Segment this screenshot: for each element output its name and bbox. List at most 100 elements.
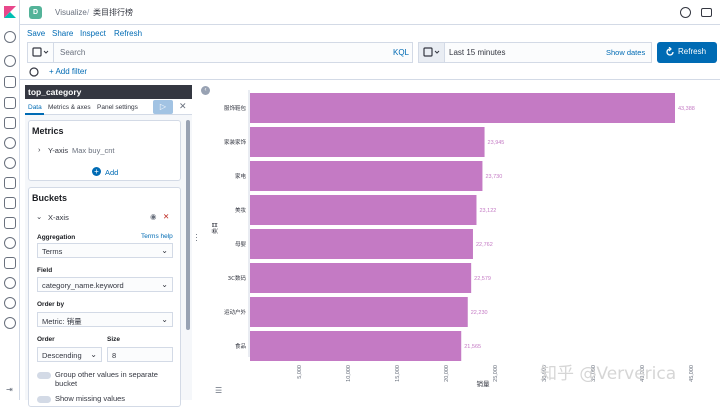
add-metric-icon[interactable]: +	[92, 167, 101, 176]
order-by-value: Metric: 销量	[42, 317, 82, 326]
siem-icon[interactable]	[4, 257, 16, 269]
save-link[interactable]: Save	[27, 29, 46, 38]
refresh-link[interactable]: Refresh	[114, 29, 143, 38]
bar-value-label: 23,730	[485, 174, 502, 180]
legend-toggle-icon[interactable]: ☰	[215, 386, 223, 395]
kql-toggle[interactable]: KQL	[393, 48, 410, 57]
index-pattern-title: top_category	[25, 85, 192, 99]
recent-icon[interactable]	[4, 31, 16, 43]
remove-bucket-icon[interactable]: ✕	[163, 212, 170, 221]
refresh-button[interactable]: Refresh	[657, 42, 717, 63]
dashboard-icon[interactable]	[4, 97, 16, 109]
order-by-select[interactable]: Metric: 销量 ⌄	[37, 312, 173, 327]
collapse-nav-icon[interactable]: ⇥	[6, 385, 13, 394]
search-input[interactable]	[56, 43, 386, 62]
size-label: Size	[107, 336, 121, 343]
expand-chevron-icon[interactable]: ›	[38, 145, 41, 154]
visualize-icon[interactable]	[4, 76, 16, 88]
order-select[interactable]: Descending ⌄	[37, 347, 102, 362]
show-dates-link[interactable]: Show dates	[606, 48, 646, 57]
bar-value-label: 43,388	[678, 106, 695, 112]
bar-5[interactable]	[250, 263, 472, 293]
refresh-button-label: Refresh	[678, 47, 707, 56]
bar-3[interactable]	[250, 195, 477, 225]
quick-menu-button[interactable]	[419, 43, 445, 62]
refresh-icon	[666, 47, 674, 56]
bar-value-label: 22,230	[471, 310, 488, 316]
space-avatar[interactable]: D	[29, 6, 42, 19]
editor-sidebar: top_category Data Metrics & axes Panel s…	[25, 85, 192, 407]
help-icon[interactable]	[680, 7, 691, 18]
aggregation-select[interactable]: Terms ⌄	[37, 243, 173, 258]
collapse-sidebar-icon[interactable]: ‹	[201, 86, 210, 95]
bar-1[interactable]	[250, 127, 485, 157]
filter-options-icon[interactable]	[28, 66, 40, 78]
header: D Visualize / 类目排行榜	[20, 0, 720, 25]
metric-y-axis-label[interactable]: Y-axis	[48, 146, 69, 155]
bar-6[interactable]	[250, 297, 468, 327]
canvas-icon[interactable]	[4, 117, 16, 129]
toggle-visibility-icon[interactable]: ◉	[150, 212, 157, 221]
sidebar-scrollbar[interactable]	[186, 120, 190, 330]
maps-icon[interactable]	[4, 137, 16, 149]
query-bar: KQL	[27, 42, 413, 63]
kibana-logo-icon[interactable]	[4, 6, 16, 18]
y-axis-title: 类目	[211, 222, 219, 234]
show-missing-label: Show missing values	[55, 394, 126, 403]
apply-changes-button[interactable]: ▷	[153, 100, 173, 114]
field-select[interactable]: category_name.keyword ⌄	[37, 277, 173, 292]
size-input[interactable]: 8	[107, 347, 173, 362]
share-link[interactable]: Share	[52, 29, 74, 38]
apm-icon[interactable]	[4, 217, 16, 229]
group-other-switch[interactable]	[37, 372, 51, 379]
watermark: 知乎 @Ververica	[540, 364, 677, 384]
category-tick-label: 美妆	[235, 206, 247, 214]
order-label: Order	[37, 336, 55, 343]
chevron-down-icon: ⌄	[161, 315, 168, 324]
metric-description: Max buy_cnt	[72, 146, 115, 155]
x-axis-title: 销量	[477, 379, 491, 388]
x-tick-label: 25,000	[493, 365, 499, 382]
discard-close-icon[interactable]: ✕	[179, 101, 187, 111]
bar-4[interactable]	[250, 229, 473, 259]
mail-icon[interactable]	[701, 8, 712, 17]
category-tick-label: 运动户外	[224, 308, 247, 316]
saved-query-button[interactable]	[28, 43, 54, 62]
buckets-panel: Buckets ⌄ X-axis ◉ ✕ Aggregation Terms h…	[28, 187, 181, 407]
calendar-icon	[423, 47, 440, 57]
bar-7[interactable]	[250, 331, 462, 361]
discover-icon[interactable]	[4, 55, 16, 67]
management-icon[interactable]	[4, 317, 16, 329]
add-filter-link[interactable]: + Add filter	[49, 67, 88, 76]
bucket-x-axis-label[interactable]: X-axis	[48, 213, 69, 222]
tab-panel-settings[interactable]: Panel settings	[97, 104, 138, 111]
group-other-label: Group other values in separate bucket	[55, 370, 158, 388]
breadcrumb-visualize[interactable]: Visualize	[55, 8, 87, 17]
buckets-title: Buckets	[32, 193, 68, 203]
aggregation-label: Aggregation	[37, 234, 76, 241]
active-tab-underline	[25, 113, 44, 115]
chevron-down-icon: ⌄	[161, 246, 168, 255]
devtools-icon[interactable]	[4, 277, 16, 289]
bar-2[interactable]	[250, 161, 483, 191]
bar-0[interactable]	[250, 93, 675, 123]
tab-metrics-axes[interactable]: Metrics & axes	[48, 104, 91, 111]
category-tick-label: 服饰鞋包	[224, 104, 247, 112]
collapse-chevron-icon[interactable]: ⌄	[36, 212, 43, 221]
logs-icon[interactable]	[4, 197, 16, 209]
add-metric-button[interactable]: Add	[105, 168, 119, 177]
monitoring-icon[interactable]	[4, 297, 16, 309]
inspect-link[interactable]: Inspect	[80, 29, 106, 38]
ml-icon[interactable]	[4, 157, 16, 169]
tab-data[interactable]: Data	[28, 104, 42, 111]
bar-value-label: 22,762	[476, 242, 493, 248]
time-range-text[interactable]: Last 15 minutes	[449, 48, 506, 57]
breadcrumb-separator: /	[87, 8, 90, 17]
terms-help-link[interactable]: Terms help	[141, 233, 173, 240]
uptime-icon[interactable]	[4, 237, 16, 249]
x-tick-label: 45,000	[689, 365, 695, 382]
infrastructure-icon[interactable]	[4, 177, 16, 189]
chevron-down-icon: ⌄	[90, 350, 97, 359]
category-tick-label: 母婴	[235, 241, 247, 248]
resize-handle-icon[interactable]: · · ·	[195, 229, 198, 245]
